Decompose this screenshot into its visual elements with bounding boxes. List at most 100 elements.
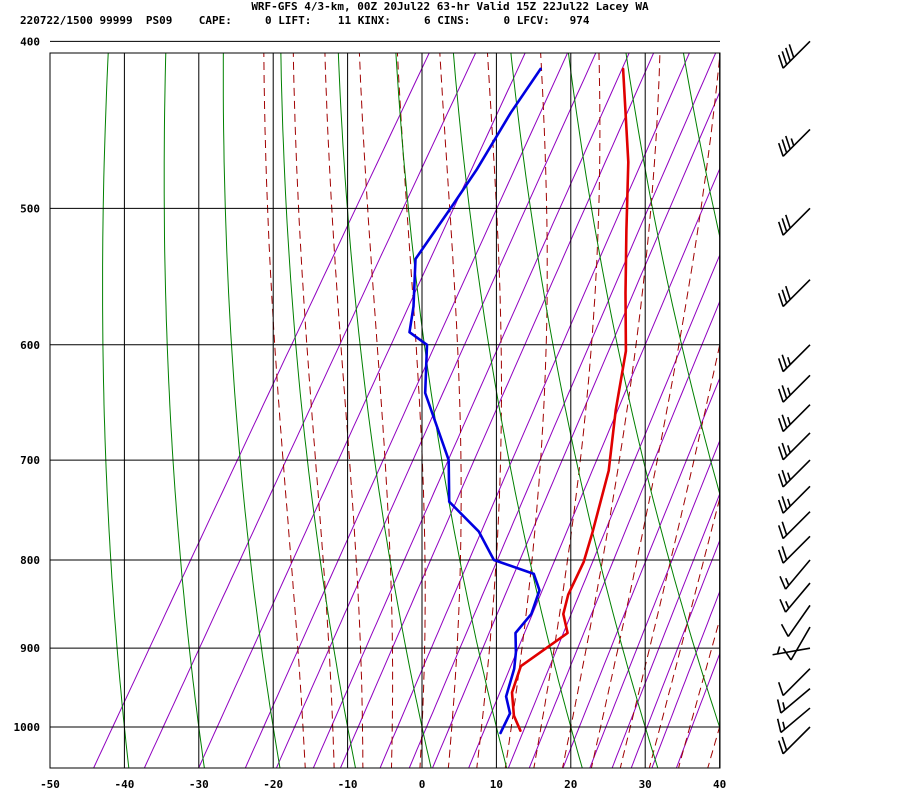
temperature-tick-label: 20 [564,778,577,791]
mixing-ratio-line [589,438,720,768]
wind-barb [780,604,811,637]
mixing-ratio-line [630,538,720,768]
temperature-tick-label: 30 [639,778,652,791]
isotherms [50,53,720,768]
temperature-tick-label: 10 [490,778,503,791]
wind-barb-feather [780,623,789,637]
wind-barb-feather [787,498,791,507]
wind-barb [777,432,811,461]
wind-barb-feather [781,496,788,510]
wind-barb-feather [787,356,791,365]
moist-adiabat-line [590,53,720,768]
wind-barb-staff [782,128,811,157]
wind-barb [777,535,811,564]
mixing-ratio-line [507,253,720,768]
temperature-tick-label: -20 [263,778,283,791]
wind-barb-feather [787,416,791,425]
mixing-ratio-line [408,53,717,768]
wind-barb [777,726,811,755]
moist-adiabat-line [263,53,306,768]
wind-barb-staff [782,432,811,461]
dry-adiabat-line [222,53,281,768]
temperature-tick-label: -10 [338,778,358,791]
wind-barb-feather [781,354,788,369]
mixing-ratio-line [562,376,720,768]
wind-barb [779,559,811,590]
wind-barb-feather [777,142,784,157]
dry-adiabat-line [510,53,659,768]
wind-barb-feather [777,292,784,307]
wind-barb-staff [782,279,811,308]
wind-barb-staff [780,688,811,714]
wind-barb-feather [787,472,791,481]
wind-barb-staff [787,604,811,637]
wind-barb-feather [776,699,782,714]
wind-barb [777,207,811,236]
wind-barb [777,40,811,69]
temperature-tick-label: 0 [419,778,426,791]
wind-barb-feather [790,138,795,147]
pressure-tick-label: 1000 [14,721,41,734]
wind-barb-feather [785,135,791,150]
wind-barb-feather [781,736,788,751]
dry-adiabat-line [163,53,205,768]
pressure-tick-label: 700 [20,454,40,467]
wind-barb-feather [781,546,788,560]
wind-barb-feather [784,600,790,609]
dry-adiabat-line [337,53,432,768]
wind-barb [777,128,811,157]
pressure-tick-label: 600 [20,339,40,352]
wind-barb-feather [782,721,786,730]
wind-barb-feather [785,285,791,300]
wind-barb-feather [777,388,784,403]
wind-barb [777,485,811,514]
wind-barb [772,646,811,656]
wind-barb-staff [782,374,811,403]
temperature-tick-label: 40 [713,778,726,791]
wind-barb-feather [781,218,788,232]
wind-barb [777,404,811,433]
moist-adiabat-line [292,53,335,768]
wind-barb-feather [779,598,787,613]
wind-barb [777,511,811,540]
wind-barb [777,374,811,403]
wind-barb-feather [781,442,788,457]
wind-barb-feather [787,445,791,453]
mixing-ratio-line [379,53,690,768]
dry-adiabat-line [788,3,900,771]
wind-barb-staff [780,707,811,734]
wind-barb [776,688,811,714]
wind-barb [777,344,811,373]
wind-barb-feather [776,646,781,655]
wind-barb-feather [777,358,784,372]
wind-barb [776,707,811,734]
wind-barb [782,626,811,661]
moist-adiabat-line [324,53,364,768]
wind-barb-feather [785,214,791,229]
wind-barb-feather [781,521,788,536]
dry-adiabat-line [625,53,720,497]
pressure-tick-label: 800 [20,554,40,567]
wind-barb-staff [782,726,811,755]
moist-adiabat-line [648,495,720,768]
mixing-ratio-line [244,53,569,768]
wind-barb-feather [784,577,790,586]
chart-title: WRF-GFS 4/3-km, 00Z 20Jul22 63-hr Valid … [251,0,649,13]
moist-adiabat-line [504,53,548,768]
dry-adiabat-line [452,53,583,768]
wind-barb [779,582,811,613]
wind-barb-staff [782,40,811,69]
wind-barb-feather [788,44,795,58]
pressure-tick-label: 400 [20,35,40,48]
chart-header: WRF-GFS 4/3-km, 00Z 20Jul22 63-hr Valid … [0,0,900,34]
mixing-ratio-line [93,53,430,768]
wind-barb [777,668,811,697]
mixing-ratio-line [528,299,720,768]
moist-adiabat-line [358,53,394,768]
wind-barb-feather [787,387,791,396]
dry-adiabat-line [102,53,130,768]
moist-adiabat-line [619,341,720,768]
mixing-ratio-line [468,166,720,768]
wind-barb [777,279,811,308]
dry-adiabat-line [732,3,900,771]
